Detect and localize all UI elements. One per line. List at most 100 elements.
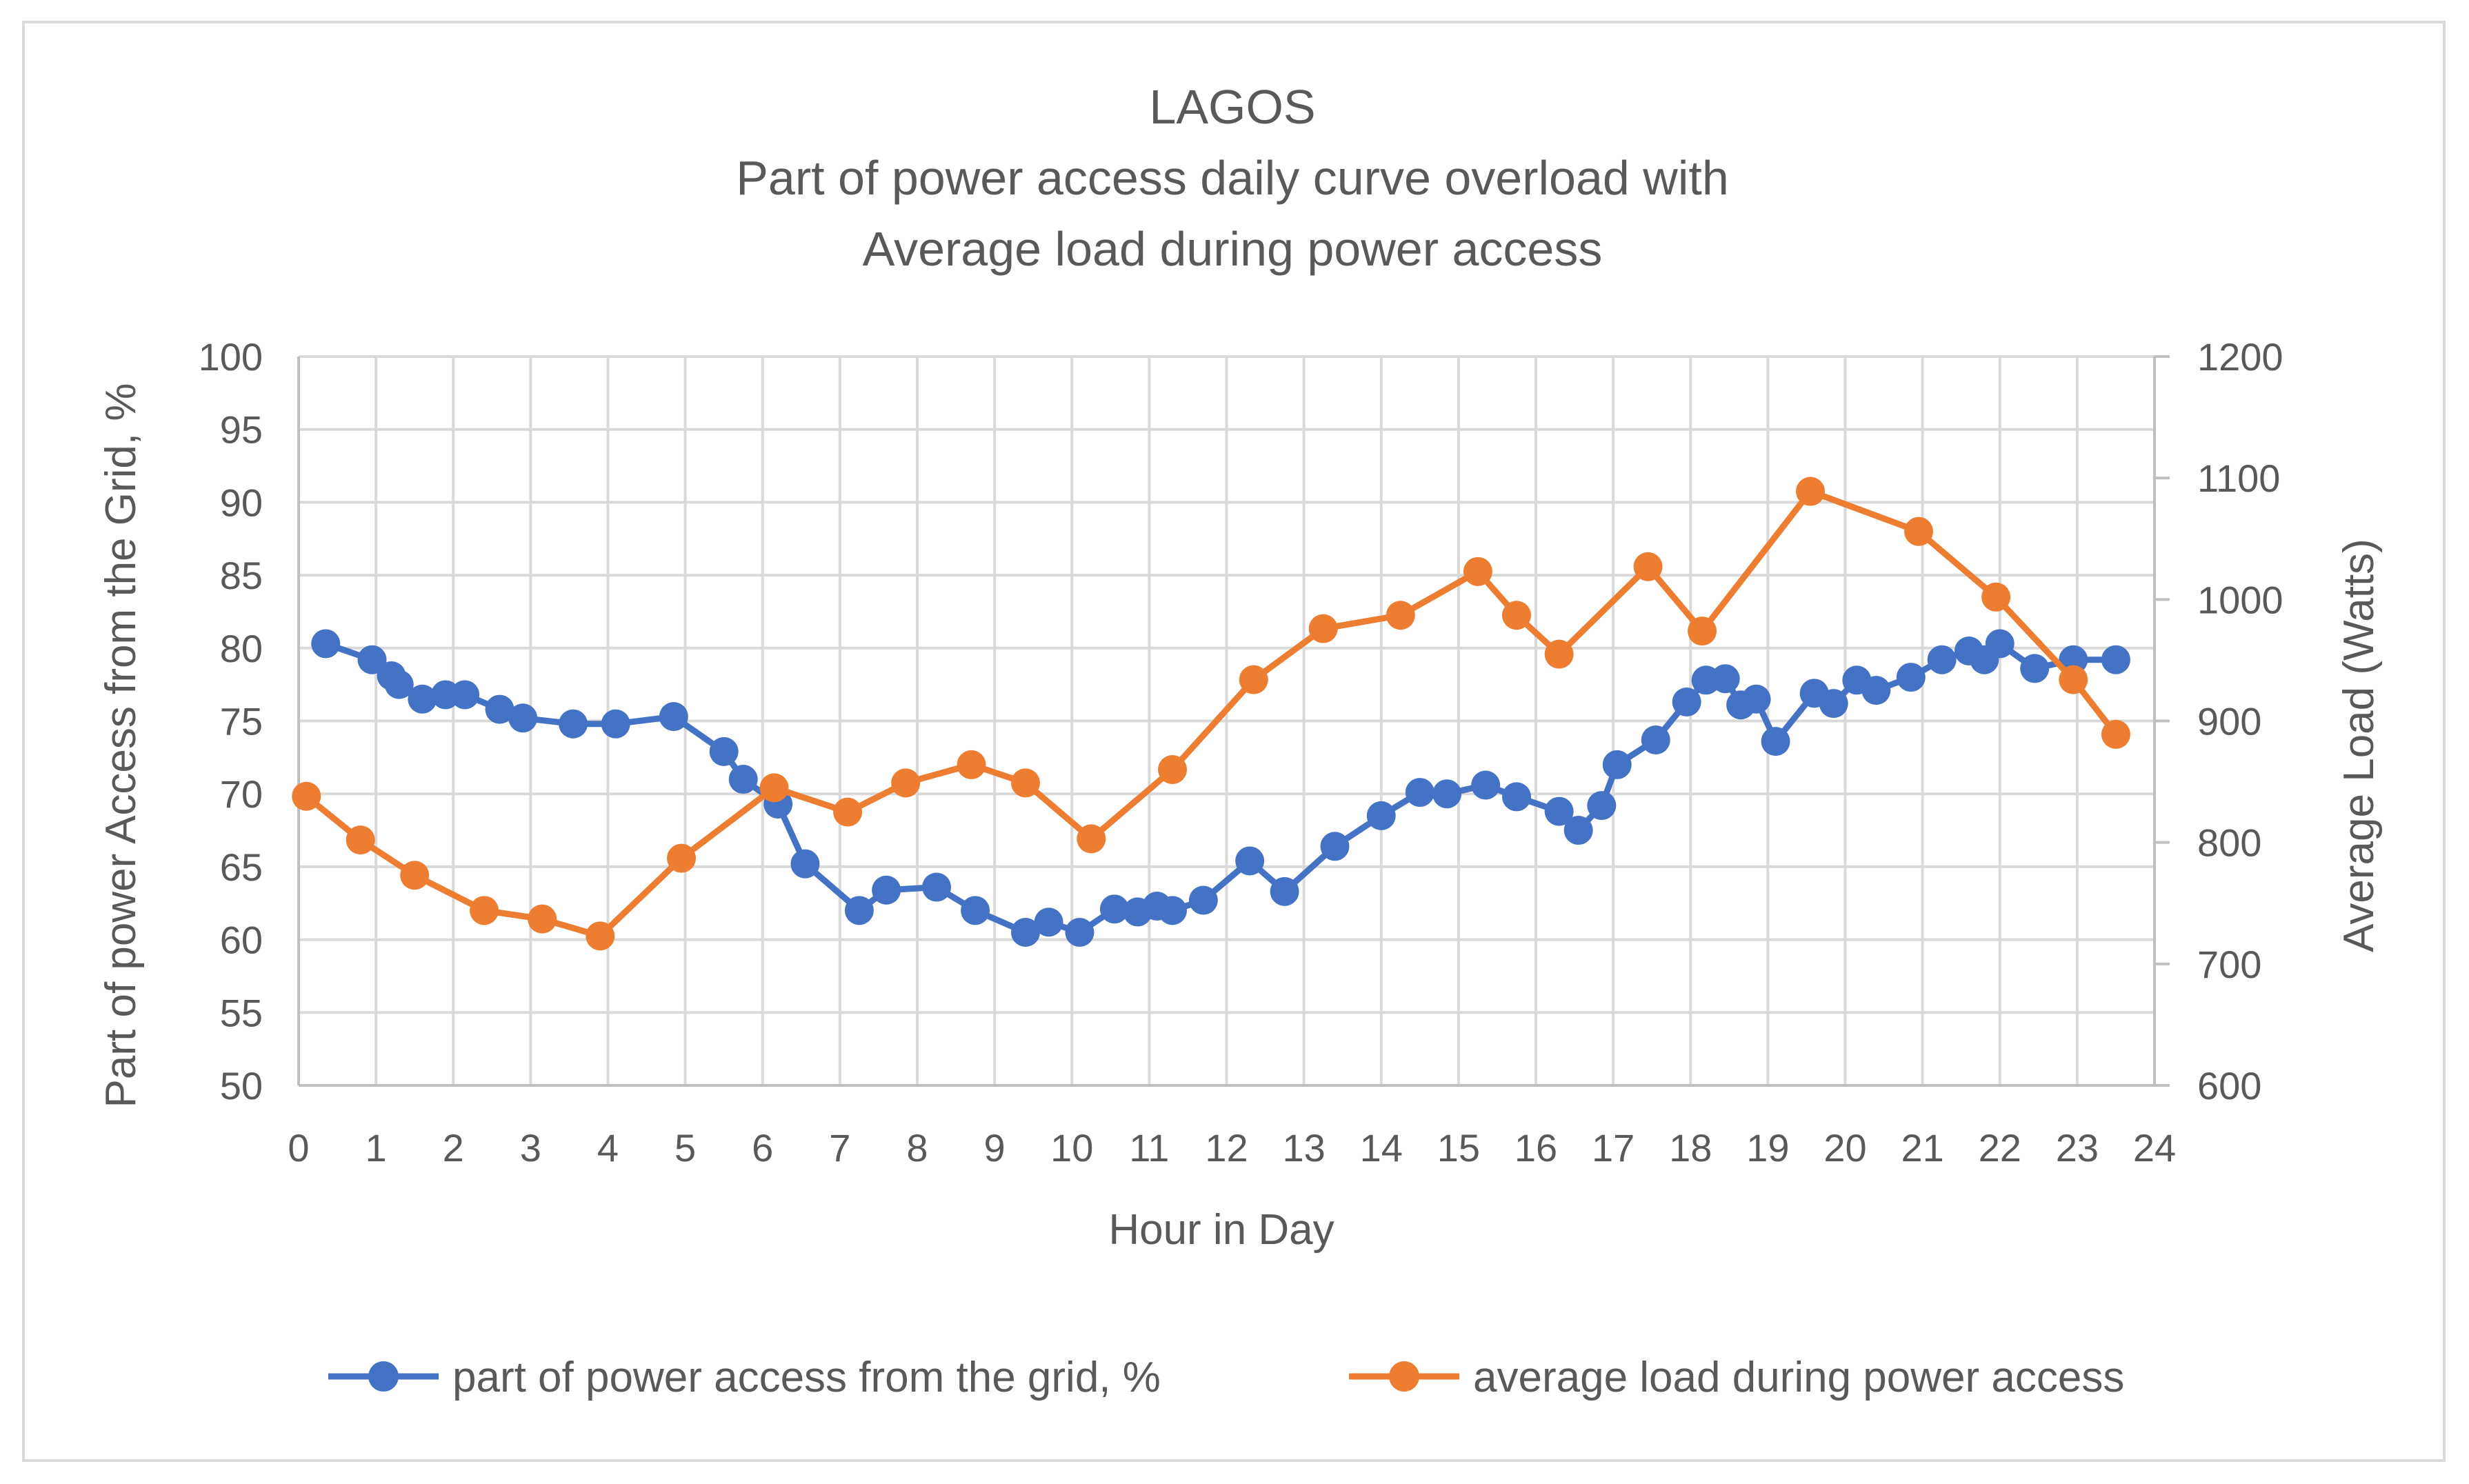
- y2-tick-label-1000: 1000: [2197, 578, 2283, 621]
- data-point-0-28: [1235, 846, 1265, 876]
- data-point-0-46: [1761, 727, 1790, 756]
- data-point-1-23: [1904, 517, 1934, 546]
- x-axis-title: Hour in Day: [1108, 1206, 1334, 1254]
- data-point-1-13: [1158, 754, 1188, 784]
- x-tick-label-6: 6: [752, 1126, 773, 1170]
- chart-subtitle-line-2: Average load during power access: [863, 222, 1603, 276]
- data-point-0-10: [601, 709, 630, 739]
- data-point-1-26: [2101, 719, 2130, 749]
- x-tick-label-24: 24: [2133, 1126, 2176, 1170]
- x-tick-label-5: 5: [674, 1126, 696, 1170]
- data-point-0-41: [1672, 688, 1701, 717]
- data-point-0-15: [790, 849, 820, 879]
- x-tick-label-0: 0: [288, 1126, 309, 1170]
- data-point-0-38: [1587, 791, 1617, 821]
- x-tick-label-13: 13: [1282, 1126, 1325, 1170]
- x-axis-tick-labels: 0 1 2 3 4 5 6 7 8 9 10 11 12 13 14 15 16 17 18 19 20 21 22 23 24: [288, 1126, 2176, 1170]
- data-point-0-8: [508, 703, 538, 733]
- data-point-0-29: [1270, 876, 1299, 906]
- data-point-0-39: [1602, 750, 1632, 779]
- x-tick-label-1: 1: [366, 1126, 387, 1170]
- data-point-1-21: [1688, 616, 1717, 646]
- y-axis-title: Part of power Access from the Grid, %: [97, 383, 145, 1108]
- data-point-0-26: [1158, 896, 1188, 925]
- data-point-0-51: [1896, 663, 1926, 692]
- y-tick-label-75: 75: [220, 700, 263, 743]
- y-tick-label-100: 100: [199, 335, 263, 379]
- data-point-0-58: [2101, 645, 2130, 674]
- data-point-1-12: [1077, 824, 1106, 854]
- data-point-1-20: [1633, 552, 1663, 581]
- y-tick-label-60: 60: [220, 919, 263, 962]
- data-point-0-17: [872, 875, 901, 905]
- x-tick-label-17: 17: [1592, 1126, 1635, 1170]
- y2-tick-label-800: 800: [2197, 821, 2261, 865]
- y-tick-label-85: 85: [220, 554, 263, 597]
- x-tick-label-21: 21: [1901, 1126, 1943, 1170]
- data-point-0-7: [485, 694, 514, 724]
- data-point-0-23: [1099, 894, 1129, 924]
- x-tick-label-3: 3: [520, 1126, 541, 1170]
- data-point-1-19: [1544, 639, 1574, 669]
- y2-axis-tick-labels: 600 700 800 900 1000 1100 1200: [2197, 335, 2283, 1107]
- chart-title: LAGOS: [1149, 80, 1315, 134]
- data-point-0-9: [559, 709, 588, 739]
- x-tick-label-18: 18: [1669, 1126, 1712, 1170]
- y2-tick-label-1100: 1100: [2197, 457, 2280, 500]
- y-tick-label-55: 55: [220, 991, 263, 1034]
- y2-axis-title: Average Load (Watts): [2335, 539, 2383, 952]
- data-point-0-21: [1034, 908, 1063, 937]
- x-tick-label-14: 14: [1360, 1126, 1403, 1170]
- y2-tick-label-700: 700: [2197, 943, 2261, 986]
- data-point-0-19: [961, 896, 990, 925]
- x-tick-label-20: 20: [1823, 1126, 1866, 1170]
- data-point-0-34: [1471, 770, 1501, 800]
- x-tick-label-4: 4: [597, 1126, 619, 1170]
- y-tick-label-50: 50: [220, 1064, 263, 1107]
- data-point-0-48: [1819, 689, 1848, 719]
- data-point-0-30: [1320, 832, 1350, 861]
- legend-label-grid-access: part of power access from the grid, %: [452, 1354, 1161, 1401]
- data-point-0-37: [1563, 816, 1593, 845]
- data-point-1-7: [759, 773, 789, 803]
- y-tick-label-70: 70: [220, 772, 263, 816]
- chart-subtitle-line-1: Part of power access daily curve overloa…: [736, 151, 1729, 205]
- legend-marker-grid-access: [368, 1361, 399, 1392]
- data-point-1-6: [667, 843, 697, 873]
- legend-item-grid-access: part of power access from the grid, %: [328, 1354, 1161, 1401]
- legend-label-average-load: average load during power access: [1473, 1354, 2124, 1401]
- legend: part of power access from the grid, % av…: [328, 1354, 2124, 1401]
- data-point-1-8: [833, 797, 863, 827]
- legend-item-average-load: average load during power access: [1349, 1354, 2124, 1401]
- data-point-0-18: [922, 872, 952, 902]
- data-point-1-10: [957, 750, 986, 779]
- x-tick-label-2: 2: [443, 1126, 464, 1170]
- data-point-0-35: [1501, 782, 1531, 812]
- data-point-0-27: [1188, 885, 1218, 915]
- data-point-0-11: [659, 702, 688, 732]
- x-tick-label-15: 15: [1437, 1126, 1480, 1170]
- x-tick-label-23: 23: [2056, 1126, 2099, 1170]
- data-point-1-9: [891, 768, 921, 798]
- axes: [297, 355, 2170, 1087]
- x-tick-label-19: 19: [1746, 1126, 1789, 1170]
- data-point-1-25: [2059, 665, 2088, 694]
- data-point-0-33: [1432, 779, 1462, 809]
- y2-tick-label-1200: 1200: [2197, 335, 2283, 379]
- data-point-1-5: [586, 921, 615, 951]
- data-point-1-4: [528, 904, 557, 934]
- data-point-1-17: [1463, 556, 1492, 586]
- data-point-0-45: [1741, 684, 1771, 714]
- series-1: [292, 477, 2130, 951]
- data-point-1-11: [1010, 768, 1040, 798]
- data-point-0-4: [408, 684, 437, 714]
- data-point-1-18: [1501, 601, 1531, 630]
- x-tick-label-12: 12: [1205, 1126, 1248, 1170]
- data-point-0-1: [357, 645, 387, 674]
- x-tick-label-16: 16: [1515, 1126, 1557, 1170]
- y2-tick-label-900: 900: [2197, 700, 2261, 743]
- data-point-0-50: [1861, 676, 1891, 705]
- data-point-0-56: [2020, 654, 2050, 683]
- data-point-1-24: [1981, 582, 2011, 612]
- data-point-0-3: [384, 670, 414, 699]
